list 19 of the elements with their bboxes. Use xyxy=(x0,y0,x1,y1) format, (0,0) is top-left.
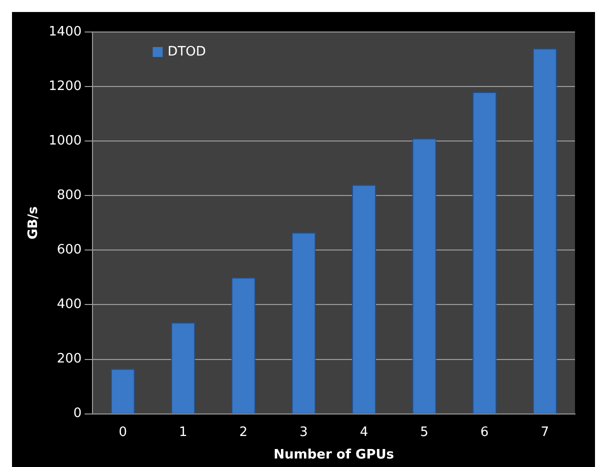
y-axis-title: GB/s xyxy=(26,206,42,240)
x-tick-label: 2 xyxy=(239,424,248,440)
x-tick-label: 1 xyxy=(178,424,188,440)
legend-label: DTOD xyxy=(168,44,206,60)
x-axis-title: Number of GPUs xyxy=(274,448,394,463)
y-tick-label: 1200 xyxy=(48,78,82,94)
y-tick-label: 0 xyxy=(73,406,82,422)
y-tick-label: 600 xyxy=(56,242,82,258)
x-tick-label: 7 xyxy=(540,424,549,440)
x-tick-label: 3 xyxy=(300,424,308,440)
y-tick-label: 200 xyxy=(56,352,82,367)
x-tick-label: 0 xyxy=(118,424,127,440)
y-tick-label: 800 xyxy=(56,188,82,204)
x-tick-label: 4 xyxy=(360,424,368,440)
y-tick-label: 1000 xyxy=(48,133,82,148)
x-tick-label: 5 xyxy=(420,424,428,440)
y-tick-label: 1400 xyxy=(48,24,82,40)
y-tick-label: 400 xyxy=(56,297,82,312)
x-tick-label: 6 xyxy=(480,424,489,440)
